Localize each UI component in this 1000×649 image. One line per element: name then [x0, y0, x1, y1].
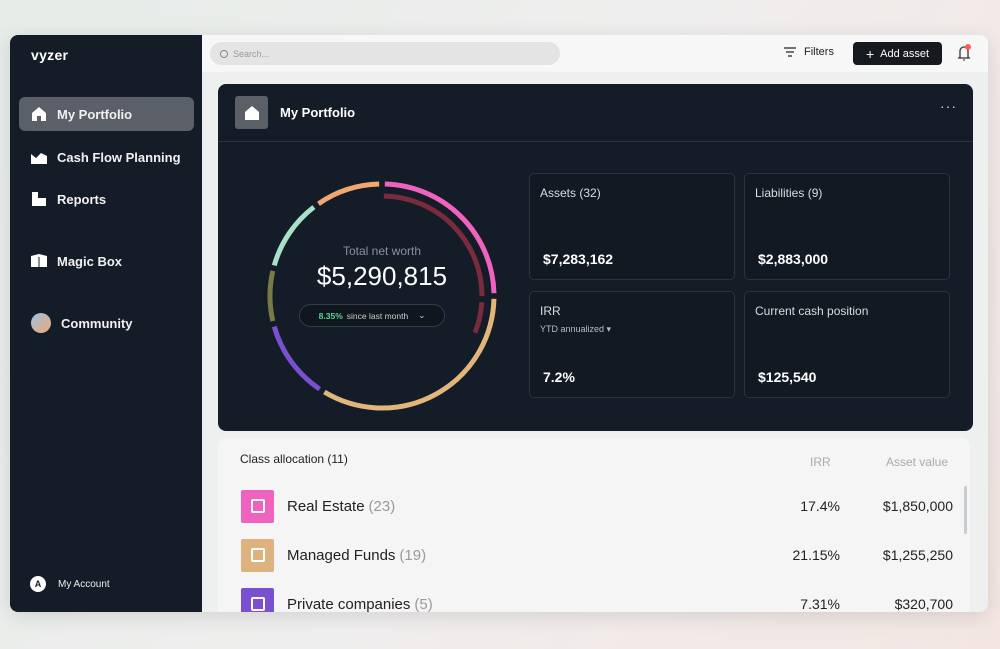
donut-segment — [271, 205, 316, 267]
add-asset-label: Add asset — [880, 47, 930, 60]
class-irr: 21.15% — [792, 547, 840, 563]
class-name: Managed Funds — [287, 546, 396, 564]
logo: vyzer — [31, 47, 69, 63]
add-asset-button[interactable]: + Add asset — [853, 42, 942, 65]
class-name: Private companies — [287, 595, 411, 613]
scrollbar[interactable] — [964, 486, 967, 534]
asset-value-column-header[interactable]: Asset value — [885, 455, 948, 469]
donut-segment — [323, 298, 497, 411]
sidebar-item-label: Magic Box — [57, 253, 123, 269]
sidebar-item-cash-flow-planning[interactable]: Cash Flow Planning — [19, 140, 194, 174]
stat-label: Assets (32) — [540, 186, 601, 200]
filters-label: Filters — [804, 46, 834, 58]
class-value: $320,700 — [894, 596, 953, 612]
account-label: My Account — [58, 578, 110, 590]
class-allocation-panel: Class allocation (11) IRR Asset value Re… — [218, 438, 970, 612]
sidebar-item-community[interactable]: Community — [19, 306, 194, 340]
stat-value: $2,883,000 — [758, 251, 829, 267]
assets-card[interactable]: Assets (32) $7,283,162 — [529, 173, 735, 280]
sidebar-item-label: My Portfolio — [57, 106, 133, 122]
class-icon — [241, 538, 274, 572]
top-bar: Search... Filters + Add asset — [202, 35, 988, 72]
donut-segment — [317, 181, 380, 206]
irr-column-header[interactable]: IRR — [810, 455, 831, 469]
liabilities-card[interactable]: Liabilities (9) $2,883,000 — [744, 173, 950, 280]
allocation-row[interactable]: Private companies (5) 7.31% $320,700 — [241, 587, 953, 612]
cash-position-card: Current cash position $125,540 — [744, 291, 950, 398]
class-icon — [241, 489, 274, 523]
stat-label: Liabilities (9) — [755, 186, 823, 200]
class-count: (19) — [399, 546, 427, 564]
avatar: A — [30, 576, 46, 592]
stat-value: 7.2% — [543, 369, 575, 385]
community-icon — [31, 313, 51, 333]
stat-value: $7,283,162 — [543, 251, 614, 267]
irr-card: IRR YTD annualized ▾ 7.2% — [529, 291, 735, 398]
home-icon — [32, 107, 46, 121]
donut-segment — [271, 325, 322, 392]
report-icon — [32, 192, 46, 206]
sidebar-item-my-portfolio[interactable]: My Portfolio — [19, 97, 194, 131]
irr-period-dropdown[interactable]: YTD annualized ▾ — [540, 324, 612, 334]
donut-segment — [267, 270, 276, 322]
box-icon — [31, 254, 47, 268]
class-count: (5) — [414, 595, 433, 613]
sidebar-item-label: Cash Flow Planning — [57, 149, 181, 165]
change-pct: 8.35% — [318, 310, 343, 321]
chart-area-icon — [31, 153, 47, 164]
chevron-down-icon: ⌄ — [418, 310, 426, 320]
change-text: since last month — [346, 310, 409, 321]
stat-value: $125,540 — [758, 369, 817, 385]
allocation-row[interactable]: Managed Funds (19) 21.15% $1,255,250 — [241, 538, 953, 572]
net-worth-label: Total net worth — [342, 244, 422, 258]
allocation-title: Class allocation (11) — [240, 452, 348, 466]
filters-button[interactable]: Filters — [784, 46, 834, 58]
search-placeholder: Search... — [233, 48, 270, 59]
sidebar-item-magic-box[interactable]: Magic Box — [19, 244, 194, 278]
search-input[interactable]: Search... — [210, 42, 560, 65]
class-count: (23) — [368, 497, 396, 515]
sidebar-item-reports[interactable]: Reports — [19, 182, 194, 216]
liabilities-arc — [383, 193, 485, 297]
portfolio-card: My Portfolio ··· Total net worth $5,290,… — [218, 84, 973, 431]
class-icon — [241, 587, 274, 612]
allocation-row[interactable]: Real Estate (23) 17.4% $1,850,000 — [241, 489, 953, 523]
card-title: My Portfolio — [280, 105, 356, 120]
net-worth-donut — [267, 181, 497, 411]
class-irr: 7.31% — [800, 596, 840, 612]
donut-segment — [384, 181, 497, 294]
class-value: $1,255,250 — [882, 547, 953, 563]
change-period-dropdown[interactable]: 8.35% since last month ⌄ — [299, 304, 445, 327]
my-account-link[interactable]: A My Account — [30, 576, 110, 592]
liabilities-arc — [472, 302, 485, 334]
bell-icon[interactable] — [957, 44, 971, 62]
class-name: Real Estate — [287, 497, 365, 515]
plus-icon: + — [865, 45, 875, 62]
stat-label: IRR — [540, 304, 561, 318]
filter-icon — [784, 47, 796, 57]
search-icon — [220, 49, 228, 58]
class-value: $1,850,000 — [882, 498, 953, 514]
stat-label: Current cash position — [755, 304, 869, 318]
net-worth-value: $5,290,815 — [316, 261, 448, 291]
sidebar-item-label: Reports — [57, 191, 107, 207]
more-options-icon[interactable]: ··· — [940, 98, 957, 114]
sidebar-item-label: Community — [61, 315, 133, 331]
class-irr: 17.4% — [800, 498, 840, 514]
sidebar: vyzer My Portfolio Cash Flow Planning Re… — [10, 35, 202, 612]
app-window: vyzer My Portfolio Cash Flow Planning Re… — [10, 35, 988, 612]
portfolio-home-icon — [235, 96, 268, 129]
